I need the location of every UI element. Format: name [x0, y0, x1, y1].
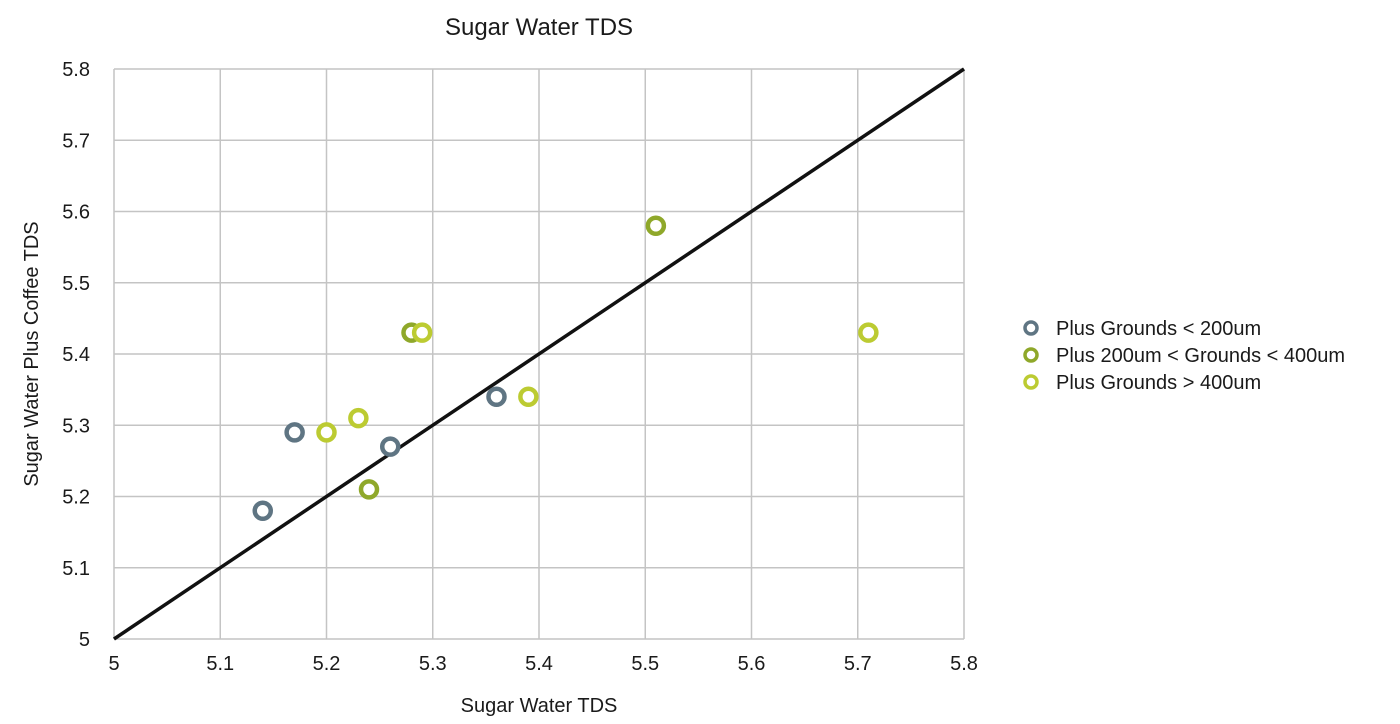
- y-tick-label: 5: [79, 629, 90, 651]
- x-tick-label: 5.7: [844, 653, 872, 675]
- x-tick-label: 5.3: [419, 653, 447, 675]
- y-tick-label: 5.2: [62, 487, 90, 509]
- x-tick-label: 5.8: [950, 653, 978, 675]
- x-tick-label: 5.6: [738, 653, 766, 675]
- legend-label: Plus Grounds > 400um: [1056, 372, 1261, 394]
- x-axis-title: Sugar Water TDS: [461, 695, 618, 717]
- data-point: [518, 386, 539, 407]
- y-axis-title: Sugar Water Plus Coffee TDS: [21, 221, 43, 486]
- legend: Plus Grounds < 200um Plus 200um < Grounds…: [1023, 318, 1345, 394]
- tick-labels: 5 5.1 5.2 5.3 5.4 5.5 5.6 5.7 5.8 5 5.1 5.2 5.3 5.4 5.…: [62, 59, 978, 675]
- y-tick-label: 5.6: [62, 202, 90, 224]
- data-point: [358, 479, 380, 500]
- data-points: [252, 215, 879, 521]
- data-point: [284, 422, 305, 443]
- data-point: [380, 436, 401, 457]
- y-tick-label: 5.1: [62, 558, 90, 580]
- reference-line-group: [113, 67, 965, 641]
- data-point: [858, 322, 879, 343]
- chart-title: Sugar Water TDS: [445, 14, 633, 41]
- data-point: [316, 422, 337, 443]
- x-tick-label: 5.1: [206, 653, 234, 675]
- y-tick-label: 5.3: [62, 415, 90, 437]
- y-tick-label: 5.8: [62, 59, 90, 81]
- y-tick-label: 5.5: [62, 273, 90, 295]
- data-point: [252, 500, 273, 521]
- x-tick-label: 5.5: [631, 653, 659, 675]
- y-tick-label: 5.7: [62, 130, 90, 152]
- data-point: [348, 407, 369, 429]
- x-tick-label: 5.4: [525, 653, 553, 675]
- legend-marker: [1023, 320, 1039, 336]
- y-tick-label: 5.4: [62, 344, 90, 366]
- x-tick-label: 5: [108, 653, 119, 675]
- x-tick-label: 5.2: [313, 653, 341, 675]
- reference-line: [113, 67, 965, 641]
- legend-marker: [1023, 347, 1039, 363]
- data-point: [411, 322, 433, 343]
- legend-label: Plus 200um < Grounds < 400um: [1056, 345, 1345, 367]
- legend-marker: [1023, 374, 1039, 390]
- data-point: [486, 386, 507, 407]
- data-point: [645, 215, 667, 236]
- legend-label: Plus Grounds < 200um: [1056, 318, 1261, 340]
